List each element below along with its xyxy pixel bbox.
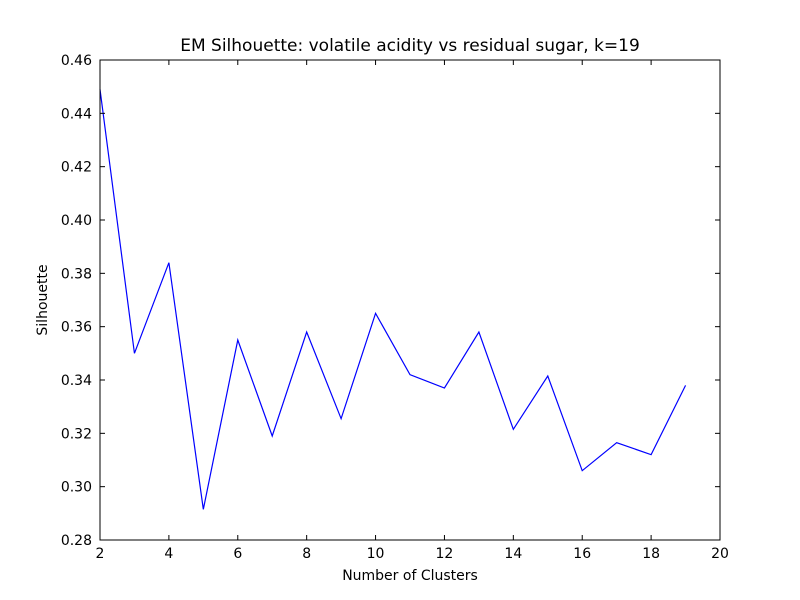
y-tick-label: 0.28 (61, 533, 92, 549)
series-line-0 (99, 89, 687, 510)
x-tick-label: 10 (367, 546, 385, 562)
x-tick-label: 6 (233, 546, 242, 562)
y-tick-label: 0.30 (61, 480, 92, 496)
plot-area: 2 4 6 8 10 12 14 16 18 20 0.28 0.30 0.32 0.34 0.36 0.38… (61, 53, 729, 562)
x-axis-label: Number of Clusters (342, 568, 478, 584)
x-tick-label: 2 (96, 546, 105, 562)
y-tick-label: 0.42 (61, 160, 92, 176)
y-tick-label: 0.38 (61, 266, 92, 282)
x-tick-label: 12 (436, 546, 454, 562)
y-axis-label: Silhouette (35, 264, 51, 335)
y-tick-label: 0.34 (61, 373, 92, 389)
y-tick-label: 0.44 (61, 106, 92, 122)
x-tick-label: 16 (573, 546, 591, 562)
y-tick-label: 0.32 (61, 426, 92, 442)
y-tick-label: 0.36 (61, 320, 92, 336)
y-tick-label: 0.46 (61, 53, 92, 69)
x-tick-label: 4 (164, 546, 173, 562)
x-tick-label: 20 (711, 546, 729, 562)
x-tick-label: 14 (504, 546, 522, 562)
chart-title: EM Silhouette: volatile acidity vs resid… (180, 36, 640, 56)
y-tick-label: 0.40 (61, 213, 92, 229)
plot-frame (99, 59, 721, 541)
x-tick-label: 8 (302, 546, 311, 562)
x-tick-label: 18 (642, 546, 660, 562)
